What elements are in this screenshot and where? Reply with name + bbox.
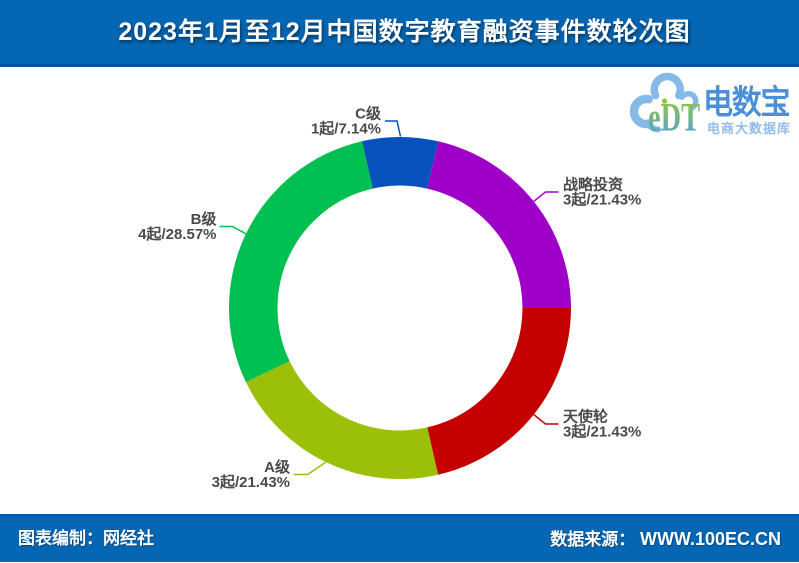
svg-text:B级: B级 xyxy=(191,210,218,228)
svg-text:3起/21.43%: 3起/21.43% xyxy=(563,424,641,441)
svg-text:1起/7.14%: 1起/7.14% xyxy=(311,121,381,138)
svg-text:3起/21.43%: 3起/21.43% xyxy=(563,192,641,209)
svg-text:电数宝: 电数宝 xyxy=(703,83,789,121)
svg-text:电商大数据库: 电商大数据库 xyxy=(707,121,791,136)
svg-text:3起/21.43%: 3起/21.43% xyxy=(212,474,290,491)
svg-text:eDT: eDT xyxy=(648,95,700,140)
svg-text:C级: C级 xyxy=(355,105,382,123)
svg-text:天使轮: 天使轮 xyxy=(563,408,608,426)
svg-text:4起/28.57%: 4起/28.57% xyxy=(138,226,216,243)
svg-text:战略投资: 战略投资 xyxy=(563,176,623,194)
svg-text:A级: A级 xyxy=(264,458,291,476)
